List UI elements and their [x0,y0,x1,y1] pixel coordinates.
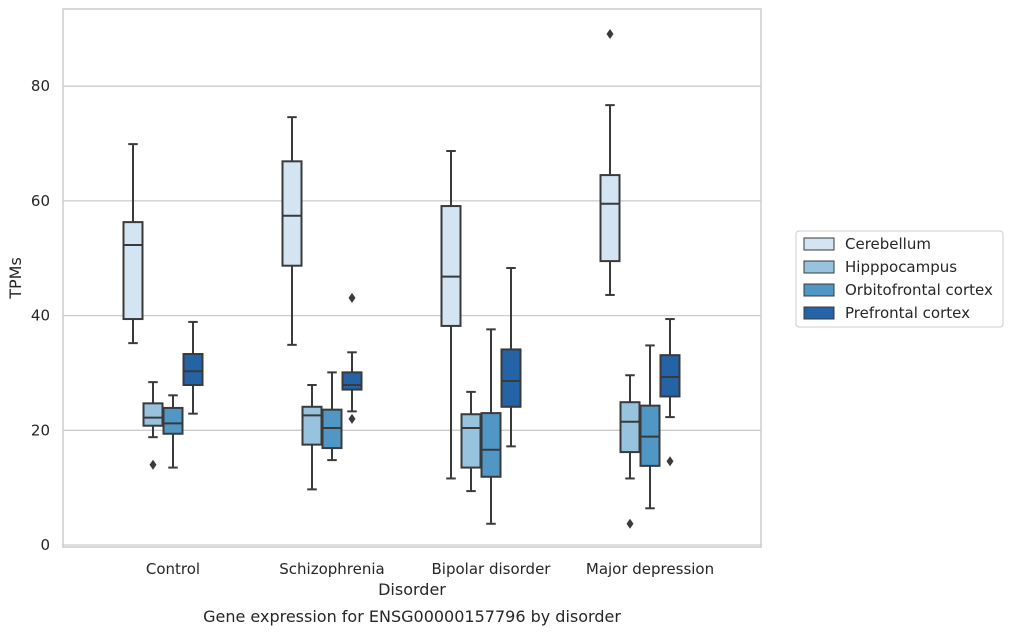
box-iqr [599,174,621,263]
box-2-2 [480,328,502,525]
box-iqr [162,406,184,435]
y-tick-label-4: 80 [31,77,50,95]
legend-label-0: Cerebellum [845,235,931,253]
legend-label-3: Prefrontal cortex [845,304,970,322]
outlier-point-0 [626,518,634,529]
box-iqr [480,412,502,478]
chart-title: Gene expression for ENSG00000157796 by d… [203,607,621,626]
outlier-point-0 [149,459,157,470]
x-tick-label-1: Schizophrenia [279,560,384,578]
y-tick-label-3: 60 [31,192,50,210]
y-tick-label-2: 40 [31,307,50,325]
y-axis-label: TPMs [6,257,25,300]
boxes-layer [122,29,681,529]
box-iqr [341,371,363,391]
box-0-1 [281,116,303,346]
box-0-2 [440,150,462,480]
box-1-1 [301,383,323,491]
outlier-point-0 [666,456,674,467]
outlier-point-1 [348,292,356,303]
legend-swatch-2 [803,283,835,297]
y-tick-labels: 0 20 40 60 80 [31,77,50,554]
x-tick-labels: Control Schizophrenia Bipolar disorder Majo… [146,560,714,578]
box-3-1 [341,292,363,424]
box-iqr [659,354,681,398]
y-tick-label-0: 0 [40,536,50,554]
x-tick-label-0: Control [146,560,200,578]
x-tick-label-3: Major depression [586,560,714,578]
box-1-3 [619,374,641,529]
box-iqr [182,353,204,386]
gridlines [63,85,761,546]
box-iqr [500,348,522,408]
y-tick-label-1: 20 [31,421,50,439]
outlier-point-0 [606,29,614,40]
box-3-3 [659,318,681,467]
legend-swatch-0 [803,237,835,251]
box-2-0 [162,394,184,469]
plot-frame [62,8,762,548]
legend-frame [795,230,1004,328]
box-iqr [122,221,144,321]
legend: Cerebellum Hipppocampus Orbitofrontal cort… [795,230,1004,328]
box-0-3 [599,29,621,296]
box-1-0 [142,381,164,470]
box-iqr [142,402,164,427]
outlier-point-0 [348,413,356,424]
box-iqr [619,401,641,454]
box-iqr [440,205,462,327]
box-iqr [281,160,303,267]
legend-label-2: Orbitofrontal cortex [845,281,993,299]
box-3-0 [182,320,204,415]
box-0-0 [122,143,144,345]
box-iqr [460,413,482,469]
box-3-2 [500,266,522,448]
x-tick-label-2: Bipolar disorder [432,560,552,578]
legend-label-1: Hipppocampus [845,258,957,276]
legend-swatch-3 [803,306,835,320]
box-2-3 [639,344,661,510]
box-iqr [301,405,323,446]
box-2-1 [321,371,343,462]
legend-swatch-1 [803,260,835,274]
box-1-2 [460,390,482,493]
x-axis-label: Disorder [378,580,446,599]
